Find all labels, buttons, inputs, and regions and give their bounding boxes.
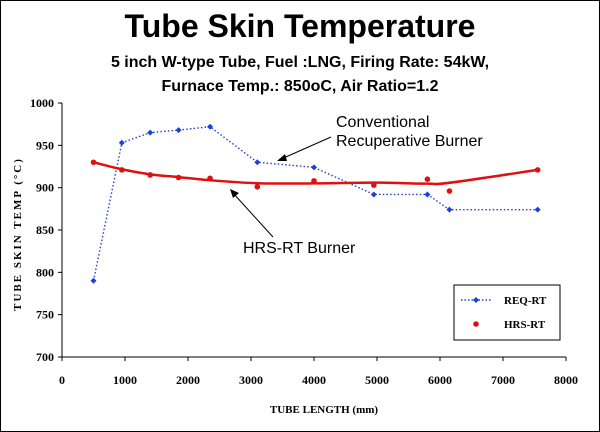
y-tick-label: 800	[36, 265, 54, 279]
y-tick-label: 700	[36, 350, 54, 364]
series-req-point	[90, 277, 97, 284]
annotation-conventional-line1: Conventional	[336, 114, 429, 131]
chart-subtitle-line1: 5 inch W-type Tube, Fuel :LNG, Firing Ra…	[111, 54, 489, 71]
y-tick-label: 900	[36, 181, 54, 195]
series-req-point	[207, 123, 214, 130]
series-hrs-line	[93, 161, 538, 186]
series-hrs-point	[175, 174, 182, 181]
series-hrs-point	[371, 182, 377, 188]
annotation-conventional-line2: Recuperative Burner	[336, 133, 483, 150]
series-req-point	[370, 191, 377, 198]
x-tick-label: 1000	[113, 373, 137, 387]
series-hrs-point	[207, 175, 213, 182]
series-req-point	[175, 127, 182, 134]
legend: REQ-RT HRS-RT	[453, 284, 561, 341]
series-req-point	[254, 159, 261, 166]
y-tick-label: 1000	[30, 96, 54, 110]
annotation-conventional-arrow	[278, 136, 332, 161]
series-hrs-point	[119, 167, 125, 173]
series-layer	[90, 123, 541, 284]
legend-box	[453, 284, 561, 341]
y-axis-title: TUBE SKIN TEMP (°C)	[12, 157, 24, 311]
legend-hrs-label: HRS-RT	[504, 319, 546, 331]
series-hrs-point	[90, 159, 97, 166]
x-tick-label: 2000	[176, 373, 200, 387]
legend-hrs-marker	[473, 321, 479, 327]
x-tick-label: 3000	[239, 373, 263, 387]
y-tick-label: 950	[36, 138, 54, 152]
x-tick-label: 8000	[554, 373, 578, 387]
x-axis-title: TUBE LENGTH (mm)	[270, 404, 379, 416]
series-hrs-point	[254, 184, 261, 190]
series-hrs-point	[311, 178, 317, 184]
series-hrs-point	[534, 167, 541, 173]
y-tick-label: 850	[36, 223, 54, 237]
series-req-point	[147, 129, 154, 136]
annotation-hrs-arrow	[232, 192, 274, 238]
legend-req-label: REQ-RT	[504, 295, 547, 307]
x-tick-label: 7000	[491, 373, 515, 387]
series-hrs-point	[446, 188, 453, 194]
x-tick-label: 6000	[428, 373, 452, 387]
series-req-point	[424, 191, 431, 198]
chart-subtitle-line2: Furnace Temp.: 850oC, Air Ratio=1.2	[162, 78, 439, 95]
annotation-hrs: HRS-RT Burner	[243, 240, 356, 257]
axes-group: 0 1000 2000 3000 4000 5000 6000 7000 8000 700 750 8…	[12, 96, 578, 416]
series-req-point	[534, 206, 541, 213]
annotation-conventional-arrowhead	[277, 154, 287, 161]
x-tick-label: 0	[59, 373, 65, 387]
series-hrs-point	[424, 176, 431, 182]
legend-req-marker	[473, 297, 479, 303]
series-req-point	[446, 206, 453, 213]
x-tick-label: 4000	[302, 373, 326, 387]
series-req-point	[311, 164, 317, 171]
y-tick-label: 750	[36, 308, 54, 322]
annotation-hrs-arrowhead	[230, 189, 239, 198]
series-hrs-point	[147, 172, 153, 178]
series-req-point	[118, 139, 125, 146]
chart-title: Tube Skin Temperature	[125, 8, 476, 44]
x-tick-label: 5000	[365, 373, 389, 387]
